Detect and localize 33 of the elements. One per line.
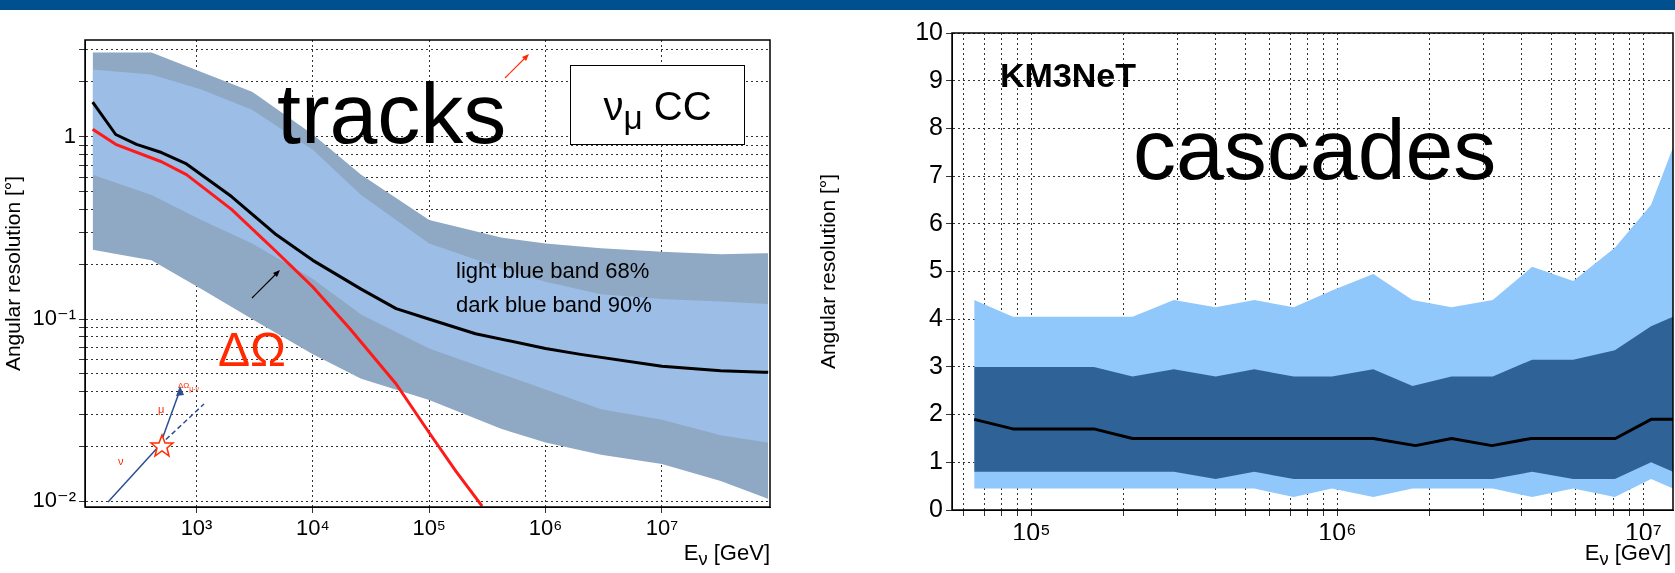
x-tick-label: 10⁴ xyxy=(295,515,330,541)
annotation: ν$_{μ}$ CC xyxy=(570,65,745,145)
y-tick-label: 5 xyxy=(929,255,943,284)
annotation: KM3NeT xyxy=(1000,56,1137,94)
annotation: ΔΩ xyxy=(218,323,286,376)
annotation: cascades xyxy=(1133,101,1497,197)
y-tick-label: 1 xyxy=(63,122,76,148)
y-tick-label: 10⁻² xyxy=(32,487,76,513)
y-tick-label: 10 xyxy=(915,16,943,45)
y-axis-title: Angular resolution [°] xyxy=(816,173,840,370)
x-axis-title: E$_{ν}$ [GeV] xyxy=(1584,540,1671,570)
y-tick-label: 8 xyxy=(929,112,943,141)
y-tick-label: 3 xyxy=(929,350,943,379)
y-axis-title: Angular resolution [°] xyxy=(1,175,25,372)
annotation: tracks xyxy=(277,65,507,161)
y-tick-label: 1 xyxy=(929,446,943,475)
x-tick-label: 10³ xyxy=(180,515,213,541)
annotation: ν xyxy=(118,455,124,467)
annotation: μ xyxy=(158,403,165,415)
y-tick-label: 10⁻¹ xyxy=(32,305,76,331)
x-tick-label: 10⁶ xyxy=(528,515,563,541)
y-tick-label: 9 xyxy=(929,64,943,93)
x-axis-title: E$_{ν}$ [GeV] xyxy=(683,540,770,570)
annotation: dark blue band 90% xyxy=(456,292,652,317)
annotation: ΔΩ$_{μ-ν}$ xyxy=(178,381,199,393)
x-tick-label: 10⁷ xyxy=(645,515,679,541)
y-tick-label: 2 xyxy=(929,398,943,427)
y-tick-label: 7 xyxy=(929,159,943,188)
annotation: light blue band 68% xyxy=(456,258,650,283)
y-tick-label: 4 xyxy=(929,303,944,332)
y-tick-label: 6 xyxy=(929,207,943,236)
x-tick-label: 10⁵ xyxy=(412,515,446,541)
y-tick-label: 0 xyxy=(929,493,943,522)
